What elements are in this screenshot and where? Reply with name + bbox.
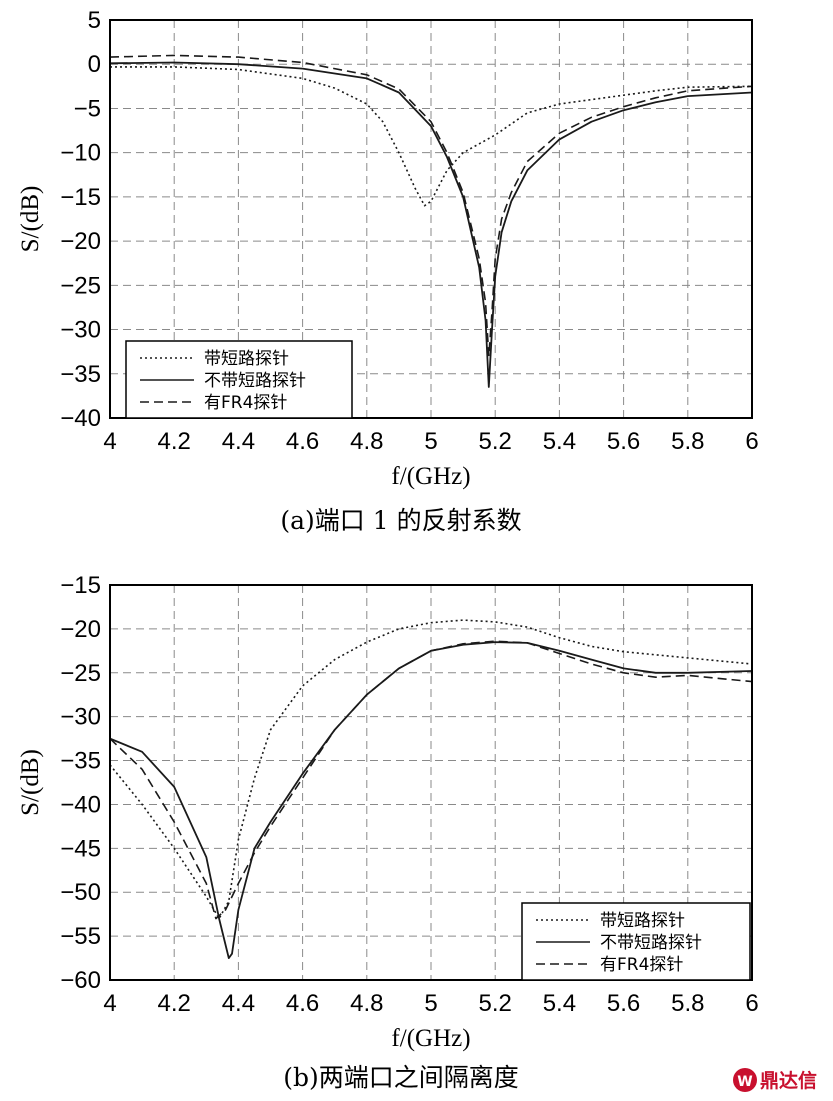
chart-caption: (b)两端口之间隔离度 (283, 1063, 519, 1092)
chart-caption: (a)端口 1 的反射系数 (280, 506, 521, 535)
x-tick-label: 5 (424, 990, 437, 1017)
x-tick-label: 5.8 (671, 990, 704, 1017)
watermark-text: 鼎达信 (760, 1069, 817, 1092)
y-tick-label: −20 (60, 228, 101, 255)
y-tick-label: −40 (60, 791, 101, 818)
plot-frame (109, 19, 753, 419)
x-tick-label: 4.6 (286, 990, 319, 1017)
series-line-solid (110, 61, 752, 388)
x-tick-label: 4.8 (350, 428, 383, 455)
chart-b-isolation: 4 4.2 4.4 4.6 4.8 5 5.2 5.4 5.6 5.8 6 −15 −20 −25 −30 −… (17, 572, 759, 1092)
x-tick-label: 4 (103, 990, 116, 1017)
x-tick-label: 4.4 (222, 428, 255, 455)
x-tick-label: 6 (745, 428, 758, 455)
series-group (110, 54, 752, 388)
y-tick-label: −15 (60, 184, 101, 211)
x-tick-label: 4.8 (350, 990, 383, 1017)
x-tick-label: 5.8 (671, 428, 704, 455)
y-tick-label: −55 (60, 923, 101, 950)
y-axis-label: S/(dB) (17, 186, 44, 253)
svg-text:W: W (737, 1074, 752, 1090)
watermark-logo-icon: W (733, 1068, 757, 1092)
legend-label: 有FR4探针 (204, 393, 287, 413)
x-tick-label: 4 (103, 428, 116, 455)
y-tick-label: −35 (60, 361, 101, 388)
y-tick-label: −30 (60, 317, 101, 344)
y-tick-label: −60 (60, 967, 101, 994)
y-tick-label: −15 (60, 572, 101, 599)
x-tick-label: 4.2 (158, 428, 191, 455)
y-tick-label: −30 (60, 704, 101, 731)
x-tick-label: 4.4 (222, 990, 255, 1017)
y-tick-label: −25 (60, 272, 101, 299)
x-tick-label: 5.6 (607, 428, 640, 455)
y-tick-label: 5 (88, 7, 101, 34)
legend-label: 有FR4探针 (600, 955, 683, 975)
series-line-solid (110, 641, 752, 959)
series-line-dashed (110, 640, 752, 920)
y-tick-label: −45 (60, 835, 101, 862)
y-tick-label: −50 (60, 879, 101, 906)
x-tick-label: 5.2 (479, 990, 512, 1017)
x-axis-label: f/(GHz) (391, 1025, 470, 1052)
y-tick-label: −40 (60, 405, 101, 432)
x-tick-label: 4.6 (286, 428, 319, 455)
legend-label: 带短路探针 (600, 911, 685, 931)
x-tick-label: 5 (424, 428, 437, 455)
plot-frame (109, 584, 753, 981)
y-tick-label: −5 (74, 95, 101, 122)
chart-a-reflection: 4 4.2 4.4 4.6 4.8 5 5.2 5.4 5.6 5.8 6 5 0 −5 −10 −15 −20… (17, 7, 759, 535)
y-axis-label: S/(dB) (17, 749, 44, 816)
watermark: W 鼎达信 (733, 1068, 817, 1092)
x-tick-label: 5.2 (479, 428, 512, 455)
x-tick-label: 6 (745, 990, 758, 1017)
x-tick-label: 5.4 (543, 990, 576, 1017)
x-tick-label: 5.6 (607, 990, 640, 1017)
legend-label: 带短路探针 (204, 349, 289, 369)
series-group (110, 619, 752, 959)
y-tick-label: −35 (60, 748, 101, 775)
series-line-dashed (110, 54, 752, 357)
y-tick-label: 0 (88, 51, 101, 78)
x-axis-label: f/(GHz) (391, 463, 470, 490)
y-tick-label: −20 (60, 616, 101, 643)
x-tick-label: 4.2 (158, 990, 191, 1017)
legend-label: 不带短路探针 (204, 371, 306, 391)
y-tick-label: −25 (60, 660, 101, 687)
y-tick-label: −10 (60, 140, 101, 167)
x-tick-label: 5.4 (543, 428, 576, 455)
legend-label: 不带短路探针 (600, 933, 702, 953)
